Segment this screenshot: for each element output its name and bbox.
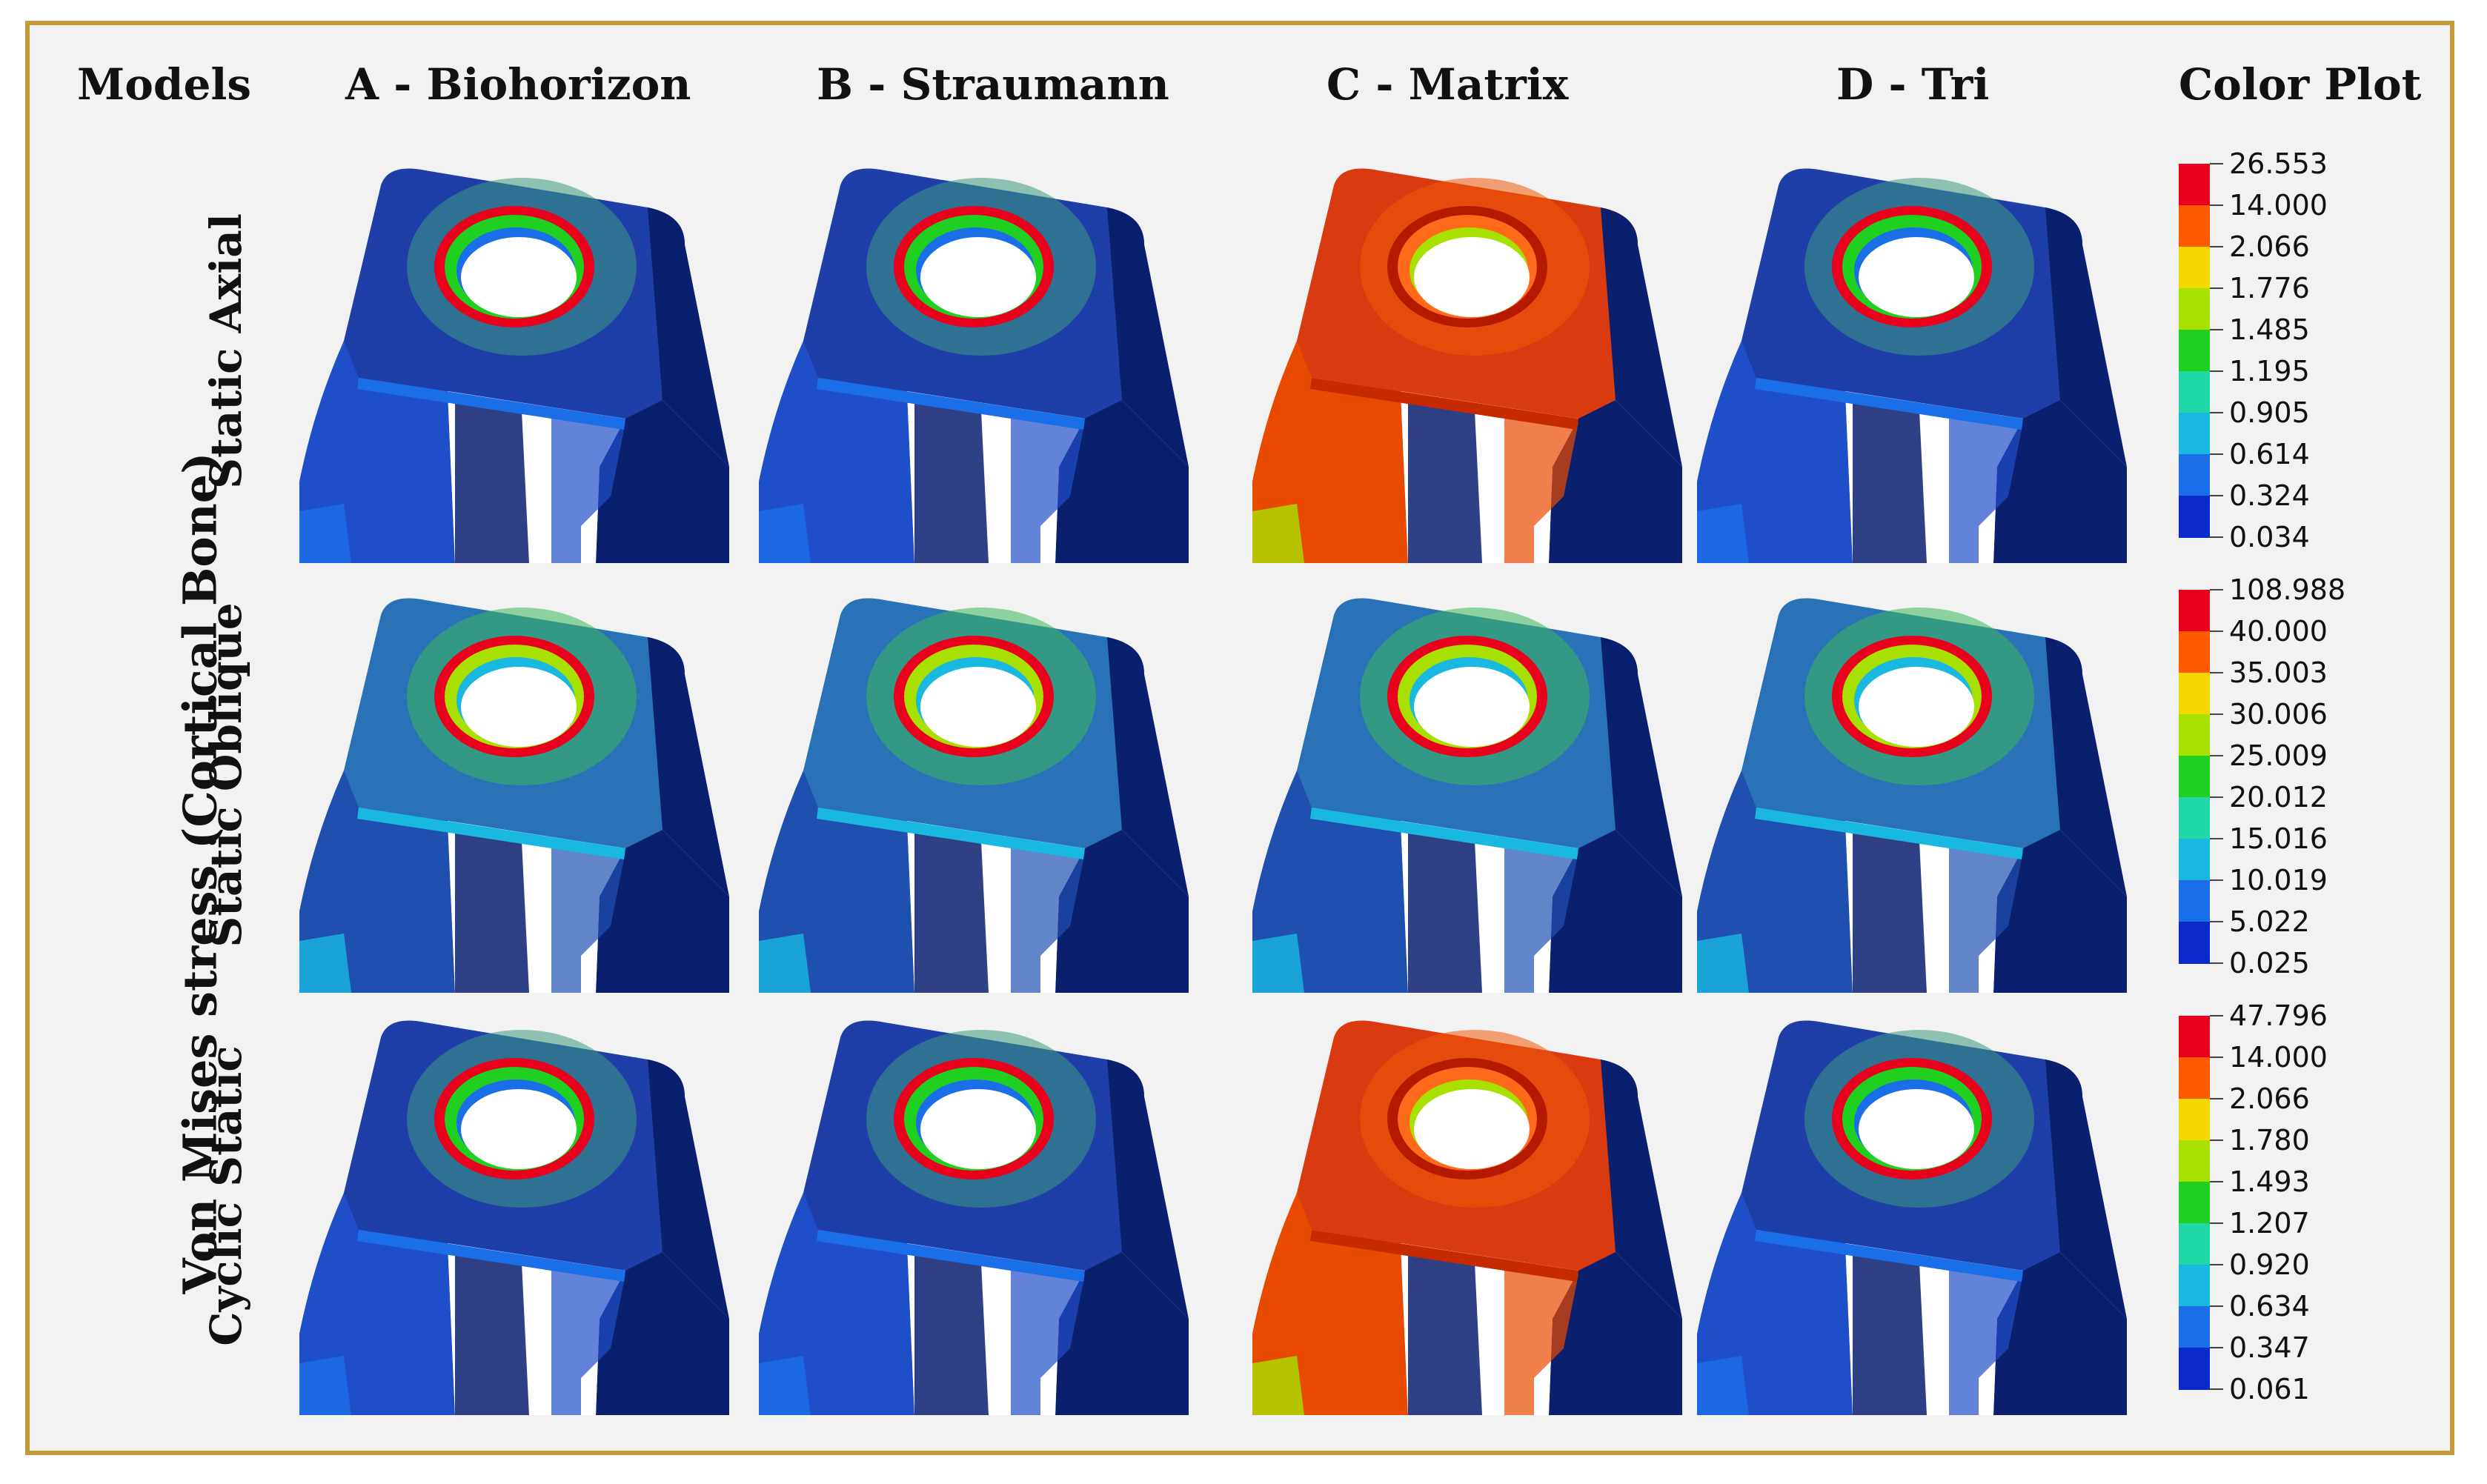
legend-value: 5.022 bbox=[2229, 905, 2310, 938]
legend-value: 1.780 bbox=[2229, 1124, 2310, 1157]
legend-value: 35.003 bbox=[2229, 656, 2328, 689]
legend-swatch bbox=[2179, 797, 2210, 839]
row-label-cyclic-static: Cyclic Static bbox=[201, 1045, 251, 1346]
legend-swatch bbox=[2179, 413, 2210, 455]
legend-value: 0.634 bbox=[2229, 1290, 2310, 1322]
legend-swatch bbox=[2179, 839, 2210, 881]
legend-swatch bbox=[2179, 1140, 2210, 1182]
legend-swatch bbox=[2179, 673, 2210, 715]
legend-value: 0.614 bbox=[2229, 438, 2310, 470]
legend-value: 108.988 bbox=[2229, 578, 2345, 606]
legend-value: 26.553 bbox=[2229, 152, 2328, 180]
legend-value: 0.034 bbox=[2229, 521, 2310, 552]
legend-value: 25.009 bbox=[2229, 739, 2328, 772]
color-legend-static-oblique: 108.988 40.000 35.003 30.006 25.009 20.012 15.… bbox=[2174, 578, 2419, 978]
legend-swatch bbox=[2179, 330, 2210, 372]
legend-value: 0.324 bbox=[2229, 479, 2310, 512]
legend-swatch bbox=[2179, 1223, 2210, 1265]
legend-swatch bbox=[2179, 371, 2210, 413]
fea-panel-d-cyclic-static bbox=[1697, 1008, 2127, 1415]
legend-swatch bbox=[2179, 247, 2210, 289]
models-header: Models bbox=[77, 59, 252, 110]
column-header-c: C - Matrix bbox=[1326, 59, 1569, 110]
legend-swatch bbox=[2179, 496, 2210, 538]
fea-panel-b-static-axial bbox=[759, 156, 1189, 563]
legend-swatch bbox=[2179, 288, 2210, 330]
legend-value: 2.066 bbox=[2229, 1082, 2310, 1115]
color-legend-cyclic-static: 47.796 14.000 2.066 1.780 1.493 1.207 0.920 0.6… bbox=[2174, 1004, 2419, 1404]
legend-swatch bbox=[2179, 1057, 2210, 1099]
fea-panel-d-static-oblique bbox=[1697, 585, 2127, 993]
legend-value: 2.066 bbox=[2229, 230, 2310, 263]
legend-swatch bbox=[2179, 1099, 2210, 1141]
legend-swatch bbox=[2179, 1182, 2210, 1224]
legend-value: 14.000 bbox=[2229, 1041, 2328, 1074]
fea-panel-c-cyclic-static bbox=[1252, 1008, 1682, 1415]
legend-value: 15.016 bbox=[2229, 822, 2328, 855]
column-header-a: A - Biohorizon bbox=[345, 59, 691, 110]
fea-panel-b-static-oblique bbox=[759, 585, 1189, 993]
legend-swatch bbox=[2179, 1265, 2210, 1307]
row-label-static-oblique: Static Oblique bbox=[201, 602, 251, 948]
legend-swatch bbox=[2179, 880, 2210, 922]
legend-swatch bbox=[2179, 756, 2210, 798]
legend-value: 40.000 bbox=[2229, 615, 2328, 648]
legend-value: 1.195 bbox=[2229, 355, 2310, 387]
legend-swatch bbox=[2179, 590, 2210, 632]
legend-value: 0.061 bbox=[2229, 1373, 2310, 1404]
legend-value: 1.493 bbox=[2229, 1165, 2310, 1198]
legend-value: 30.006 bbox=[2229, 698, 2328, 731]
column-header-b: B - Straumann bbox=[817, 59, 1169, 110]
fea-panel-a-static-axial bbox=[299, 156, 729, 563]
legend-swatch bbox=[2179, 631, 2210, 673]
fea-panel-d-static-axial bbox=[1697, 156, 2127, 563]
legend-value: 0.920 bbox=[2229, 1248, 2310, 1281]
row-label-static-axial: Static Axial bbox=[201, 213, 251, 489]
legend-value: 47.796 bbox=[2229, 1004, 2328, 1032]
legend-swatch bbox=[2179, 454, 2210, 496]
legend-value: 0.025 bbox=[2229, 947, 2310, 978]
column-header-d: D - Tri bbox=[1836, 59, 1990, 110]
fea-panel-a-static-oblique bbox=[299, 585, 729, 993]
legend-swatch bbox=[2179, 922, 2210, 964]
fea-panel-a-cyclic-static bbox=[299, 1008, 729, 1415]
legend-value: 1.776 bbox=[2229, 272, 2310, 305]
fea-panel-c-static-oblique bbox=[1252, 585, 1682, 993]
legend-value: 20.012 bbox=[2229, 781, 2328, 813]
legend-value: 1.485 bbox=[2229, 313, 2310, 346]
legend-swatch bbox=[2179, 1348, 2210, 1390]
fea-panel-c-static-axial bbox=[1252, 156, 1682, 563]
legend-swatch bbox=[2179, 1016, 2210, 1058]
legend-value: 0.905 bbox=[2229, 396, 2310, 429]
legend-swatch bbox=[2179, 164, 2210, 206]
legend-value: 14.000 bbox=[2229, 189, 2328, 222]
legend-swatch bbox=[2179, 1306, 2210, 1348]
color-plot-header: Color Plot bbox=[2179, 59, 2422, 110]
legend-swatch bbox=[2179, 714, 2210, 756]
fea-panel-b-cyclic-static bbox=[759, 1008, 1189, 1415]
legend-value: 1.207 bbox=[2229, 1207, 2310, 1240]
legend-swatch bbox=[2179, 205, 2210, 247]
legend-value: 0.347 bbox=[2229, 1331, 2310, 1364]
color-legend-static-axial: 26.553 14.000 2.066 1.776 1.485 1.195 0.905 0.6… bbox=[2174, 152, 2419, 552]
legend-value: 10.019 bbox=[2229, 864, 2328, 896]
